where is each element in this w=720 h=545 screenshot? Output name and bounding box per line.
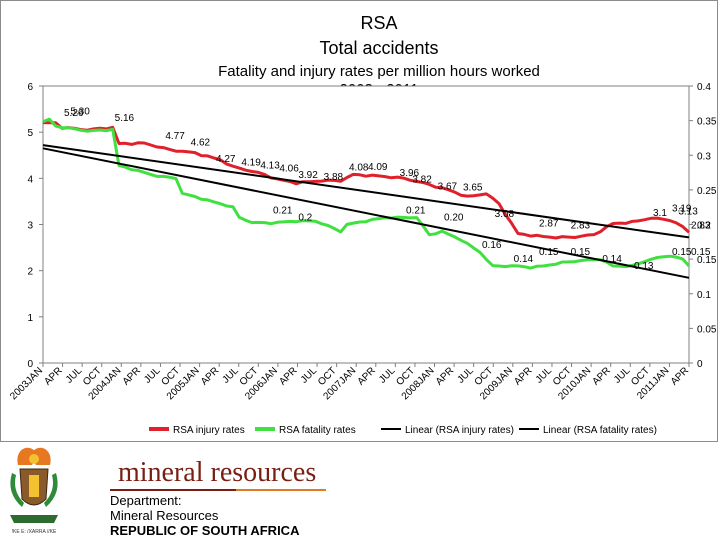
- footer: !KE E: /XARRA //KE mineral resources Dep…: [0, 443, 720, 540]
- line-chart: RSA Total accidents Fatality and injury …: [8, 13, 717, 436]
- x-axis-label: JUL: [299, 365, 320, 386]
- right-axis-label: 0.4: [697, 82, 711, 93]
- left-axis-label: 6: [27, 82, 33, 93]
- data-label: 4.27: [216, 154, 236, 165]
- x-axis-label: APR: [42, 365, 64, 387]
- series-line-fatality: [42, 117, 691, 270]
- x-axis-label: APR: [434, 365, 456, 387]
- data-label: 5.26: [64, 108, 84, 119]
- data-label: 4.09: [368, 162, 388, 173]
- right-axis-label: 0.2: [697, 221, 711, 232]
- data-label: 3.82: [412, 175, 432, 186]
- series-line-injury: [42, 121, 691, 240]
- right-axis-label: 0.15: [697, 255, 717, 266]
- x-axis-label: APR: [591, 365, 613, 387]
- data-label: 2.83: [691, 220, 711, 231]
- data-label: 4.77: [165, 131, 185, 142]
- x-axis-label: 2003JAN: [8, 365, 45, 402]
- data-label: 0.14: [602, 254, 622, 265]
- legend-label: Linear (RSA injury rates): [405, 425, 514, 436]
- left-axis-label: 1: [27, 313, 33, 324]
- x-axis-label: JUL: [142, 365, 163, 386]
- brand-divider-right: [236, 489, 326, 491]
- data-label: 3.67: [438, 182, 458, 193]
- data-label: 3.88: [324, 172, 344, 183]
- data-label: 0.15: [691, 247, 711, 258]
- x-axis-label: JUL: [534, 365, 555, 386]
- data-label: 5.30: [70, 106, 90, 117]
- chart-title: RSA: [360, 13, 397, 33]
- data-label: 0.15: [571, 247, 591, 258]
- x-axis-label: JUL: [377, 365, 398, 386]
- data-label: 0.20: [444, 213, 464, 224]
- x-axis-label: APR: [669, 365, 691, 387]
- right-axis-label: 0.25: [697, 186, 717, 197]
- chart-description-line-1: Fatality and injury rates per million ho…: [218, 63, 540, 80]
- x-axis-label: APR: [277, 365, 299, 387]
- right-axis-label: 0.05: [697, 324, 717, 335]
- data-label: 4.08: [349, 163, 369, 174]
- x-axis-label: APR: [512, 365, 534, 387]
- data-label: 5.16: [115, 113, 135, 124]
- x-axis-label: JUL: [455, 365, 476, 386]
- x-axis-label: JUL: [612, 365, 633, 386]
- data-label: 2.83: [571, 220, 591, 231]
- left-axis-label: 4: [27, 174, 33, 185]
- data-label: 3.1: [653, 208, 667, 219]
- data-label: 4.06: [279, 164, 299, 175]
- data-label: 0.16: [482, 240, 502, 251]
- data-label: 3.19: [672, 204, 692, 215]
- data-label: 0.14: [514, 254, 534, 265]
- data-label: 0.21: [273, 206, 293, 217]
- legend-label: Linear (RSA fatality rates): [543, 425, 657, 436]
- data-label: 0.13: [634, 261, 654, 272]
- right-axis-label: 0: [697, 359, 703, 370]
- footer-graphics: !KE E: /XARRA //KE mineral resources Dep…: [10, 447, 326, 538]
- brand-name: mineral resources: [118, 457, 316, 488]
- data-label: 4.13: [260, 160, 280, 171]
- coat-of-arms-emblem: !KE E: /XARRA //KE: [10, 447, 58, 535]
- department-line-1: Department:: [110, 493, 182, 508]
- data-label: 3.08: [495, 209, 515, 220]
- chart-panel: RSA Total accidents Fatality and injury …: [0, 0, 718, 442]
- data-label: 3.65: [463, 182, 483, 193]
- legend-label: RSA fatality rates: [279, 425, 356, 436]
- legend-label: RSA injury rates: [173, 425, 245, 436]
- data-label: 4.62: [191, 138, 211, 149]
- data-label: 2.87: [539, 219, 559, 230]
- x-axis-label: APR: [356, 365, 378, 387]
- data-label: 0.15: [672, 247, 692, 258]
- data-label: 3.92: [298, 170, 318, 181]
- brand-divider-left: [110, 489, 236, 491]
- data-label: 4.19: [241, 158, 261, 169]
- data-label: 0.15: [539, 247, 559, 258]
- department-line-2: Mineral Resources: [110, 508, 219, 523]
- data-label: 0.2: [298, 213, 312, 224]
- data-label: 0.21: [406, 206, 426, 217]
- data-label: 3.13: [678, 206, 698, 217]
- x-axis-label: APR: [121, 365, 143, 387]
- right-axis-label: 0.1: [697, 290, 711, 301]
- chart-subtitle: Total accidents: [319, 38, 438, 58]
- crest-motto: !KE E: /XARRA //KE: [12, 529, 57, 535]
- left-axis-label: 5: [27, 128, 33, 139]
- series-line-trend-2: [42, 144, 690, 239]
- left-axis-label: 3: [27, 221, 33, 232]
- left-axis-label: 0: [27, 359, 33, 370]
- left-axis-label: 2: [27, 267, 33, 278]
- x-axis-label: APR: [199, 365, 221, 387]
- series-line-trend-3: [42, 147, 690, 279]
- x-axis-label: JUL: [64, 365, 85, 386]
- right-axis-label: 0.3: [697, 151, 711, 162]
- data-label: 3.96: [400, 168, 420, 179]
- department-line-3: REPUBLIC OF SOUTH AFRICA: [110, 523, 300, 538]
- x-axis-label: JUL: [221, 365, 242, 386]
- right-axis-label: 0.35: [697, 117, 717, 128]
